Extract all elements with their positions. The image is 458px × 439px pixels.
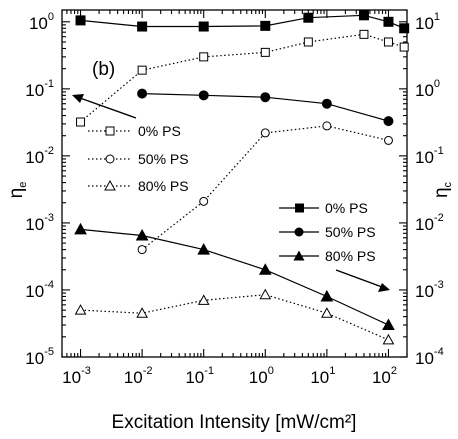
series-line-50-ps-open — [141, 125, 389, 251]
data-point — [382, 333, 395, 345]
x-tick-label: 10-3 — [62, 365, 91, 387]
legend-right-item: 0% PS — [279, 200, 368, 216]
data-point — [383, 37, 393, 47]
svg-text:0% PS: 0% PS — [325, 200, 368, 216]
series-line-80-ps-filled — [80, 228, 389, 326]
data-point — [303, 12, 314, 23]
y-left-tick-label: 10-5 — [25, 346, 54, 368]
data-point — [260, 20, 271, 31]
svg-text:0% PS: 0% PS — [138, 123, 181, 139]
legend-left-item: 80% PS — [88, 178, 189, 194]
data-point — [358, 10, 369, 21]
data-point — [260, 128, 270, 138]
svg-text:50% PS: 50% PS — [138, 151, 189, 167]
y-left-tick-label: 100 — [29, 11, 54, 33]
series-line-0-ps-open — [80, 33, 405, 123]
data-point — [383, 16, 394, 27]
data-point — [136, 307, 148, 318]
data-point — [199, 52, 209, 62]
tick-marks — [61, 10, 408, 358]
series-line-0-ps-filled — [80, 14, 405, 29]
x-tick-label: 10-1 — [185, 365, 214, 387]
y-right-tick-label: 101 — [415, 11, 440, 33]
data-point — [382, 318, 395, 331]
data-point — [260, 92, 271, 103]
data-point — [303, 37, 313, 47]
arrow-to-right-axis — [335, 269, 390, 292]
data-point — [137, 65, 147, 75]
data-point — [359, 29, 369, 39]
y-left-tick-label: 10-4 — [25, 279, 54, 301]
legend-left: 0% PS 50% PS 80% PS — [88, 123, 189, 194]
data-point — [399, 23, 410, 34]
y-right-tick-label: 10-1 — [415, 145, 444, 167]
data-point — [137, 245, 147, 255]
data-point — [74, 304, 87, 315]
legend-left-item: 0% PS — [88, 123, 181, 139]
y-right-tick-label: 10-3 — [415, 279, 444, 301]
data-point — [383, 116, 394, 127]
x-tick-label: 102 — [372, 365, 397, 387]
x-axis-label: Excitation Intensity [mW/cm²] — [112, 412, 357, 433]
svg-text:80% PS: 80% PS — [325, 248, 376, 264]
svg-text:ηc: ηc — [431, 181, 454, 198]
y-left-tick-label: 10-3 — [25, 212, 54, 234]
data-point — [76, 117, 86, 127]
legend-right: 0% PS 50% PS 80% PS — [279, 200, 376, 264]
y-axis-left-label: ηe — [6, 182, 29, 199]
y-left-tick-label: 10-1 — [25, 78, 54, 100]
tick-labels: 10-3 10-2 10-1 100 101 102 100 10-1 10-2 10-3 10-4… — [25, 11, 443, 387]
panel-label: (b) — [92, 59, 115, 80]
data-point — [197, 294, 210, 305]
svg-text:ηe: ηe — [6, 182, 29, 199]
data-point — [197, 243, 211, 255]
data-point — [320, 289, 334, 302]
data-point — [199, 196, 209, 206]
legend-left-item: 50% PS — [88, 151, 189, 167]
data-point — [74, 222, 87, 235]
svg-text:50% PS: 50% PS — [325, 224, 376, 240]
data-point — [198, 21, 209, 32]
y-right-tick-label: 10-2 — [415, 212, 444, 234]
plot-frame — [61, 9, 408, 358]
data-point — [260, 47, 270, 57]
x-tick-label: 101 — [310, 365, 335, 387]
y-right-tick-label: 100 — [415, 78, 440, 100]
series-layer — [74, 10, 410, 345]
arrow-to-left-axis — [72, 94, 137, 119]
legend-right-item: 50% PS — [279, 224, 376, 240]
series-line-80-ps-open — [80, 294, 389, 341]
data-point — [322, 121, 332, 131]
y-left-tick-label: 10-2 — [25, 145, 54, 167]
x-tick-label: 10-2 — [124, 365, 153, 387]
y-axis-right-label: ηc — [431, 181, 454, 198]
data-point — [383, 135, 393, 145]
svg-text:80% PS: 80% PS — [138, 178, 189, 194]
y-right-tick-label: 10-4 — [415, 346, 444, 368]
data-point — [259, 288, 272, 300]
data-point — [321, 98, 332, 109]
data-point — [321, 307, 333, 318]
data-point — [399, 42, 409, 52]
data-point — [75, 15, 86, 26]
data-point — [135, 228, 149, 241]
legend-right-item: 80% PS — [279, 248, 376, 264]
x-tick-label: 100 — [249, 365, 274, 387]
data-point — [198, 90, 209, 101]
data-point — [258, 263, 272, 275]
data-point — [137, 88, 148, 99]
data-point — [137, 21, 148, 32]
